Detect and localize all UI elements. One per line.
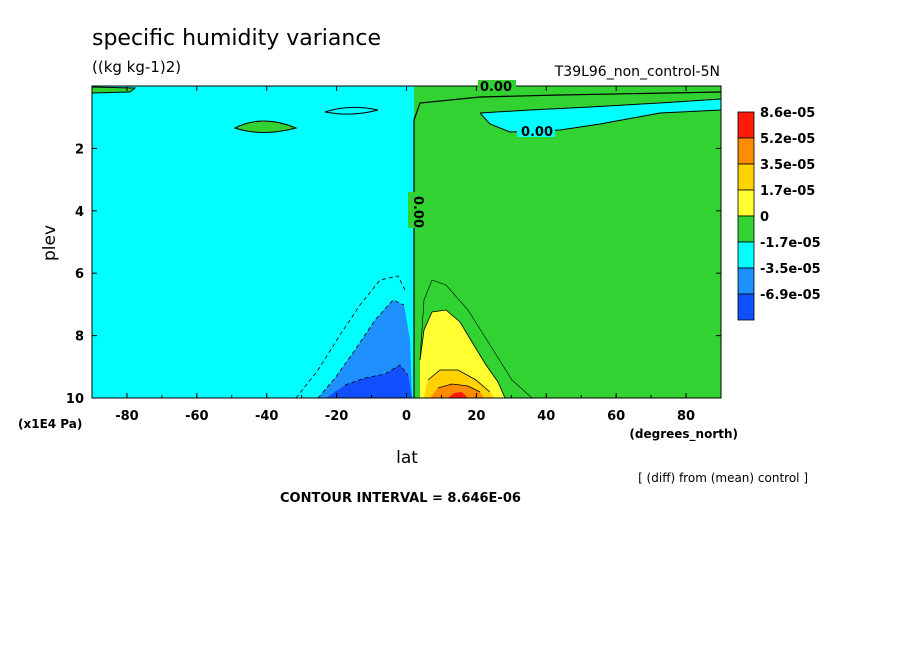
legend-swatch (737, 293, 755, 321)
x-tick-label: 20 (467, 409, 485, 424)
contour-label: 0.00 (410, 196, 425, 228)
y-axis-label: plev (40, 225, 60, 261)
x-tick-label: -20 (325, 409, 349, 424)
y-tick-label: 6 (75, 267, 84, 282)
y-tick-marks (92, 147, 721, 399)
diff-note: [ (diff) from (mean) control ] (638, 471, 808, 485)
x-tick-label: 60 (607, 409, 625, 424)
x-tick-label: 80 (677, 409, 695, 424)
legend-label: 1.7e-05 (760, 184, 815, 199)
field-positive-lens (235, 121, 296, 133)
y-axis-unit: (x1E4 Pa) (18, 417, 82, 431)
run-label: T39L96_non_control-5N (554, 64, 720, 80)
field-positive-top-left (92, 87, 135, 93)
field-positive-lobe-4 (448, 392, 468, 398)
x-axis-unit: (degrees_north) (629, 427, 738, 442)
chart-units: ((kg kg-1)2) (92, 58, 181, 76)
plot-area: 0.00 0.00 0.00 (91, 80, 722, 399)
legend-swatch (737, 215, 755, 243)
contour-positive-3 (427, 369, 491, 393)
contour-positive-4 (437, 383, 481, 393)
legend-label: -6.9e-05 (760, 288, 821, 303)
field-negative-lobe-3 (360, 382, 412, 398)
chart-title: specific humidity variance (92, 26, 381, 51)
contour-zero-tongue (479, 98, 721, 133)
legend-swatch (737, 267, 755, 295)
x-tick-label: 0 (402, 409, 411, 424)
contour-zero-blob (324, 106, 379, 115)
y-tick-label: 8 (75, 330, 84, 345)
contour-label: 0.00 (521, 125, 553, 140)
legend-label: 3.5e-05 (760, 158, 815, 173)
contour-label: 0.00 (480, 80, 512, 95)
legend-swatch (737, 241, 755, 269)
contour-label-bg (478, 80, 516, 93)
legend-swatch (737, 137, 755, 165)
contour-label-bg (408, 192, 421, 228)
y-tick-labels: 2 4 6 8 10 (66, 142, 84, 407)
y-tick-label: 10 (66, 392, 84, 407)
legend-label: -3.5e-05 (760, 262, 821, 277)
legend-label: 8.6e-05 (760, 106, 815, 121)
x-tick-labels: -80 -60 -40 -20 0 20 40 60 80 (115, 409, 695, 424)
contour-negative-dashed-1 (295, 275, 406, 398)
legend-swatch (737, 163, 755, 191)
y-tick-label: 4 (75, 205, 84, 220)
legend-label: 0 (760, 210, 769, 225)
contour-interval: CONTOUR INTERVAL = 8.646E-06 (280, 491, 521, 506)
y-tick-label: 2 (75, 142, 84, 157)
x-tick-label: -80 (115, 409, 139, 424)
x-tick-label: -60 (185, 409, 209, 424)
x-tick-label: -40 (255, 409, 279, 424)
contour-zero-lens (233, 120, 298, 133)
legend-swatch (737, 189, 755, 217)
color-legend: 8.6e-05 5.2e-05 3.5e-05 1.7e-05 0 -1.7e-05 -3.… (737, 106, 821, 321)
contour-negative-dashed-2 (317, 299, 405, 398)
legend-label: 5.2e-05 (760, 132, 815, 147)
legend-swatch (737, 111, 755, 139)
legend-label: -1.7e-05 (760, 236, 821, 251)
x-axis-label: lat (396, 448, 418, 468)
field-negative-tongue (480, 99, 721, 132)
contour-zero-topleft (92, 86, 137, 94)
contour-label-bg (517, 124, 555, 137)
contour-positive-1 (419, 279, 533, 398)
contour-positive-2 (419, 309, 506, 398)
x-tick-label: 40 (537, 409, 555, 424)
contour-negative-dashed-3 (344, 364, 409, 386)
x-tick-marks (91, 86, 722, 398)
contour-zero-main (413, 91, 721, 398)
